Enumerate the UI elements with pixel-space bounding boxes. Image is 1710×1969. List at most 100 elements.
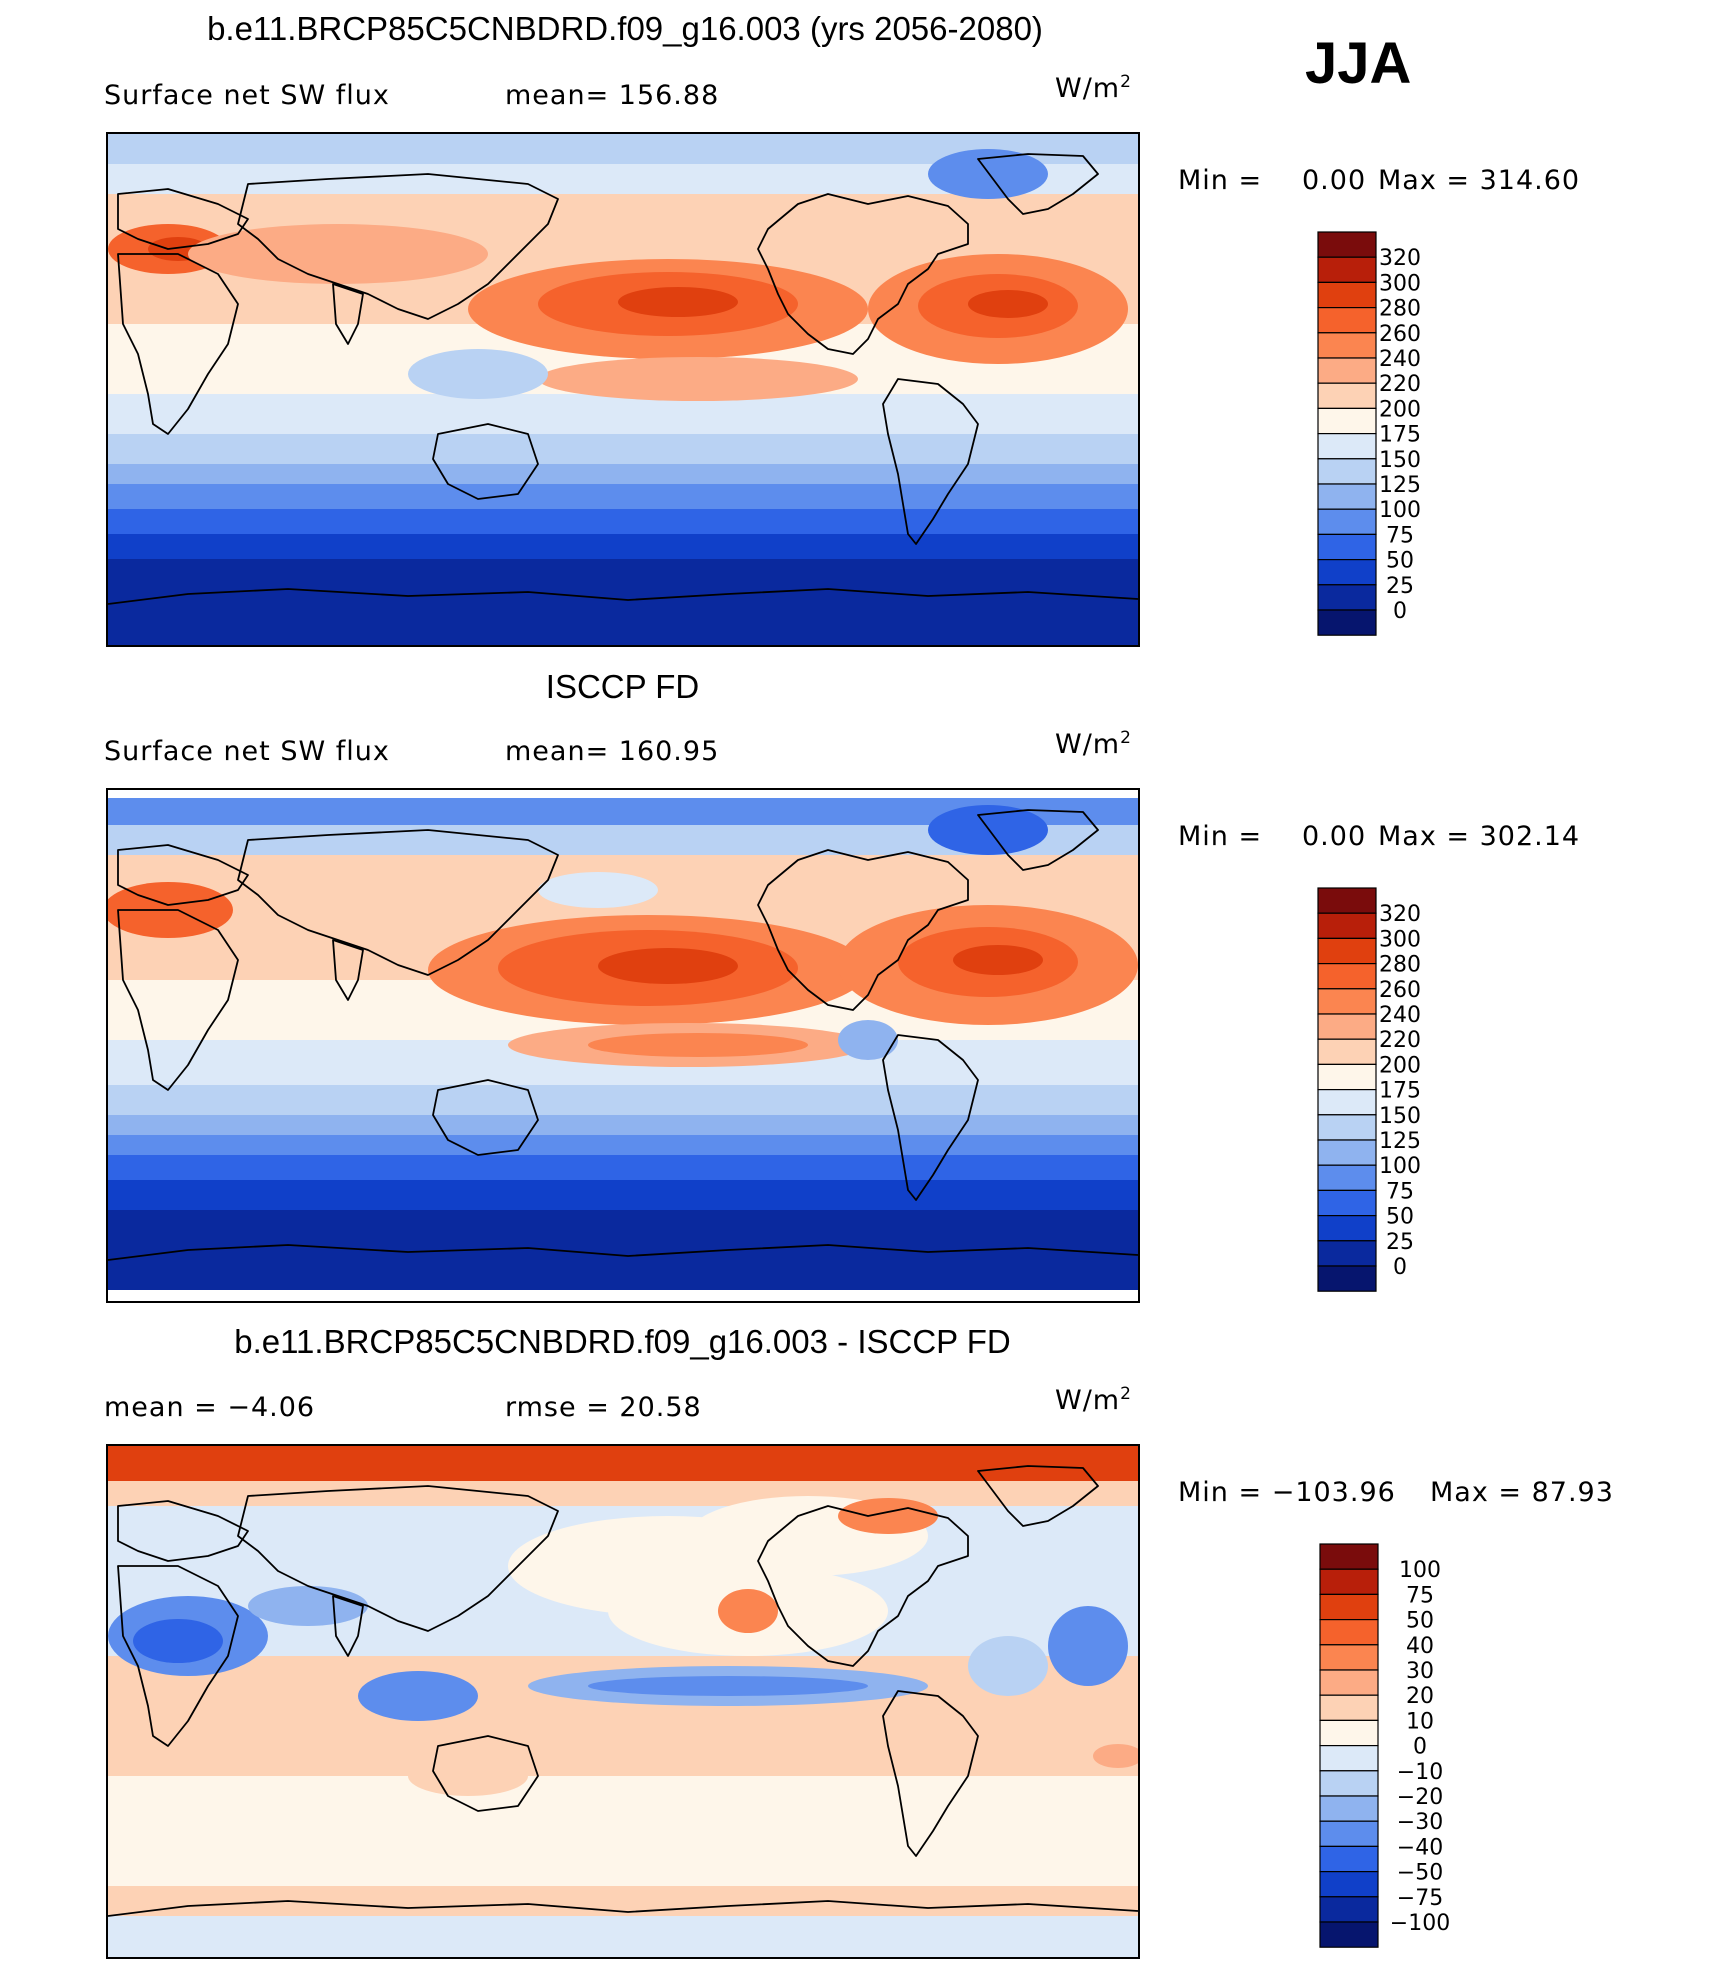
field-contour [408, 349, 548, 399]
panel3-min: Min = −103.96 [1178, 1477, 1396, 1508]
panel1-colorbar: 320 300 280 260 240 220 200 175 150 125 100 75 50 25 0 [1317, 231, 1518, 642]
field-contour [408, 1756, 528, 1796]
panel1-title: b.e11.BRCP85C5CNBDRD.f09_g16.003 (yrs 20… [207, 10, 1043, 47]
colorbar-swatch [1317, 559, 1377, 586]
colorbar-label: 75 [1386, 1179, 1414, 1204]
panel1-min-label: Min = [1178, 165, 1263, 196]
coastline [117, 844, 249, 906]
coastline [237, 173, 559, 320]
field-contour [588, 1676, 868, 1696]
panel3-rmse: rmse = 20.58 [505, 1392, 702, 1423]
colorbar-swatch [1317, 231, 1377, 258]
colorbar-swatch [1317, 1164, 1377, 1192]
colorbar-swatch [1319, 1593, 1379, 1621]
colorbar-swatch [1319, 1795, 1379, 1822]
colorbar-label: 0 [1393, 599, 1407, 624]
coastline [882, 1690, 979, 1857]
colorbar-label: 320 [1379, 246, 1421, 271]
coastline [977, 809, 1099, 871]
colorbar-swatch [1317, 937, 1377, 965]
coastline [882, 378, 979, 545]
panel1-units: W/m2 [1055, 72, 1132, 104]
field-contour [718, 1589, 778, 1633]
colorbar-swatch [1319, 1845, 1379, 1873]
panel2-max: Max = 302.14 [1378, 821, 1581, 852]
panel2-colorbar: 320 300 280 260 240 220 200 175 150 125 100 75 50 25 0 [1317, 887, 1518, 1298]
field-contour [928, 805, 1048, 855]
colorbar-label: 300 [1379, 927, 1421, 952]
field-contour [953, 945, 1043, 975]
field-band [108, 1481, 1138, 1506]
field-band [108, 1180, 1138, 1210]
colorbar-swatch [1317, 433, 1377, 460]
field-band [108, 790, 1138, 798]
colorbar-swatch [1317, 988, 1377, 1015]
panel1-map [106, 132, 1140, 647]
colorbar-label: 0 [1393, 1255, 1407, 1280]
field-band [108, 1916, 1138, 1957]
field-band [108, 1115, 1138, 1135]
field-contour [968, 290, 1048, 318]
colorbar-swatch [1317, 1265, 1377, 1292]
coastline [332, 283, 364, 345]
coastline [117, 1500, 249, 1562]
field-contour [188, 224, 488, 284]
colorbar-label: 175 [1379, 1079, 1421, 1104]
colorbar-label: 25 [1386, 1230, 1414, 1255]
field-band [108, 1135, 1138, 1155]
field-contour [618, 287, 738, 317]
colorbar-label: 220 [1379, 1028, 1421, 1053]
colorbar-label: 100 [1379, 1154, 1421, 1179]
field-band [108, 1155, 1138, 1180]
colorbar-swatch [1319, 1618, 1379, 1646]
field-band [108, 559, 1138, 645]
panel3-mean: mean = −4.06 [104, 1392, 316, 1423]
colorbar-swatch [1317, 407, 1377, 435]
colorbar-label: 240 [1379, 347, 1421, 372]
colorbar-swatch [1317, 609, 1377, 636]
coastline [237, 829, 559, 976]
colorbar-swatch [1319, 1871, 1379, 1898]
colorbar-label: 220 [1379, 372, 1421, 397]
coastline [432, 1079, 539, 1156]
colorbar-swatch [1319, 1694, 1379, 1721]
colorbar-swatch [1317, 357, 1377, 384]
panel2-left-label: Surface net SW flux [104, 736, 390, 767]
panel2-min-value: 0.00 [1302, 821, 1367, 852]
coastline [237, 1485, 559, 1632]
colorbar-label: 300 [1379, 271, 1421, 296]
season-label: JJA [1305, 31, 1412, 96]
panel3-colorbar: 100 75 50 40 30 20 10 0 −10 −20 −30 −40 −50 −75 −100 [1319, 1543, 1520, 1954]
colorbar-swatch [1319, 1644, 1379, 1671]
colorbar-label: 150 [1379, 1104, 1421, 1129]
coastline [757, 849, 969, 1011]
field-contour [838, 1020, 898, 1060]
colorbar-swatch [1319, 1921, 1379, 1948]
colorbar-label: −50 [1397, 1861, 1443, 1886]
colorbar-swatch [1319, 1770, 1379, 1797]
panel2-min-label: Min = [1178, 821, 1263, 852]
colorbar-swatch [1319, 1568, 1379, 1596]
coastline [332, 1595, 364, 1657]
field-contour [588, 1033, 808, 1057]
colorbar-label: 10 [1406, 1709, 1434, 1734]
coastline [117, 253, 239, 435]
field-band [108, 509, 1138, 534]
coastline [757, 193, 969, 355]
colorbar-label: −20 [1397, 1785, 1443, 1810]
coastline [117, 909, 239, 1091]
coastline [117, 188, 249, 250]
colorbar-label: 280 [1379, 953, 1421, 978]
field-contour [968, 1636, 1048, 1696]
colorbar-swatch [1317, 382, 1377, 409]
colorbar-swatch [1317, 533, 1377, 561]
panel1-min-value: 0.00 [1302, 165, 1367, 196]
field-band [108, 464, 1138, 484]
field-band [108, 1776, 1138, 1886]
colorbar-label: 75 [1386, 523, 1414, 548]
colorbar-swatch [1317, 306, 1377, 334]
colorbar-label: 40 [1406, 1634, 1434, 1659]
